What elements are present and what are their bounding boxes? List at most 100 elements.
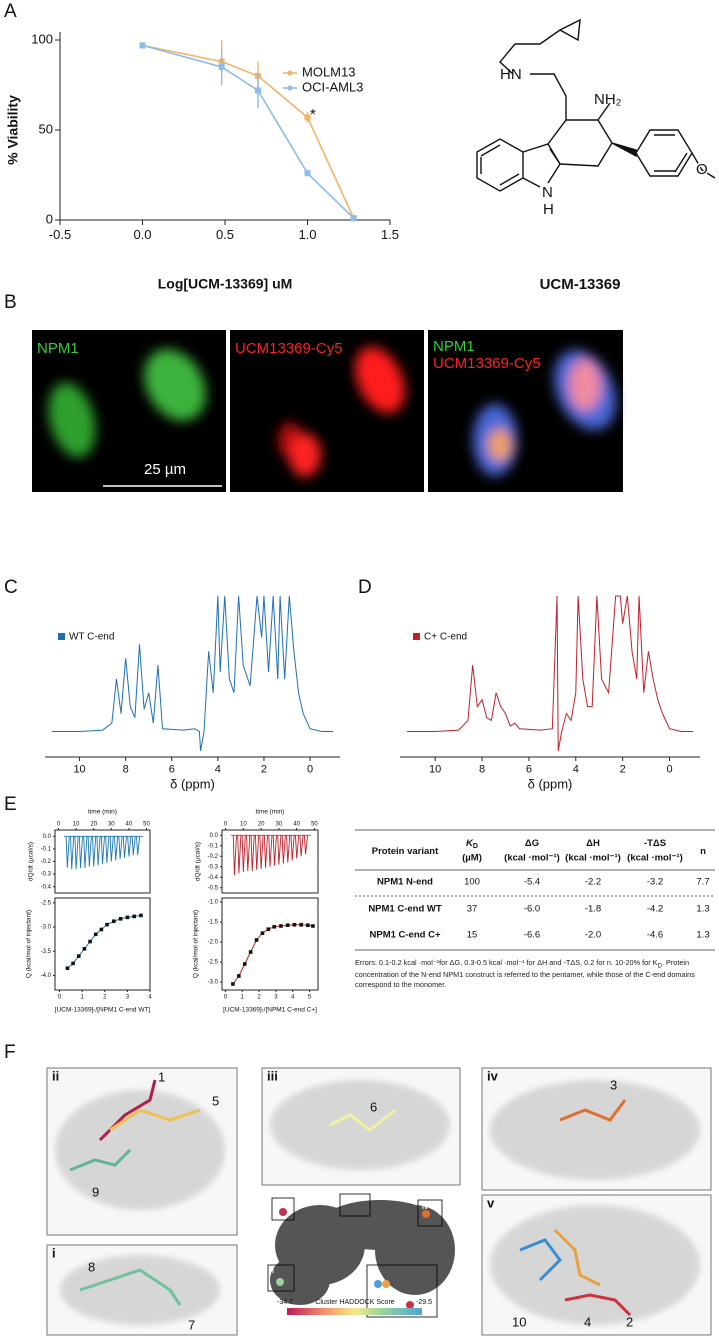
y-tick-label: -0.3 [41, 872, 52, 878]
legend-marker [287, 70, 293, 76]
x-tick-label: 8 [479, 764, 485, 776]
injection-peak [303, 835, 309, 855]
point [248, 950, 253, 954]
x-tick-label: 10 [73, 822, 80, 828]
legend-label: WT C-end [69, 632, 114, 643]
x-tick-label: 0 [307, 764, 313, 776]
x-tick-label: 4 [148, 994, 152, 1000]
point [279, 924, 283, 928]
y-tick-label: -0.4 [208, 875, 219, 881]
x-tick-label: 10 [240, 822, 247, 828]
legend-marker [287, 85, 293, 91]
colorbar-max: -29.5 [416, 1299, 432, 1306]
x-tick-label: 30 [108, 822, 115, 828]
point [132, 914, 136, 919]
point [311, 924, 315, 928]
header-symbol: -TΔS [644, 838, 666, 849]
image-label: NPM1 [433, 338, 475, 355]
table-cell: -2.0 [585, 930, 601, 941]
injection-peak [246, 835, 251, 871]
point [218, 64, 225, 70]
point [231, 982, 235, 986]
x-tick-label: 0 [224, 994, 228, 1000]
overview-label: v [371, 1270, 375, 1277]
table-header-unit: (kcal ·mol⁻¹) [627, 853, 683, 864]
y-tick-label: -4.0 [41, 973, 52, 979]
table-cell: 15 [467, 930, 478, 941]
y-tick-label: -0.2 [208, 854, 219, 860]
x-axis-label: [UCM-13369]ₜ/[NPM1 C-end C+] [223, 1007, 317, 1014]
scale-bar-label: 25 µm [144, 461, 186, 478]
point [82, 947, 87, 951]
image-label: UCM13369-Cy5 [235, 340, 343, 357]
y-tick-label: 0.0 [43, 834, 52, 840]
panel-label: F [4, 1042, 16, 1063]
x-tick-label: 6 [526, 764, 532, 776]
point [260, 931, 265, 935]
overview-label: ii [276, 1201, 280, 1208]
point [88, 939, 92, 944]
table-cell: -4.2 [647, 904, 663, 915]
injection-peak [87, 836, 92, 867]
injection-peak [74, 836, 79, 870]
point [285, 923, 290, 927]
point [242, 962, 247, 966]
x-tick-label: 6 [169, 764, 175, 776]
x-axis-label: [UCM-13369]ₜ/[NPM1 C-end WT] [55, 1007, 151, 1014]
plot-frame [221, 829, 319, 894]
injection-peak [250, 835, 255, 871]
pose-label: 7 [188, 1317, 195, 1332]
injection-peak [277, 835, 282, 865]
table-header: ΔH [586, 838, 600, 849]
injection-peak [109, 836, 114, 862]
x-tick-label: 0 [224, 822, 228, 828]
point [306, 923, 310, 927]
y-tick-label: -0.5 [208, 885, 219, 891]
x-tick-label: 1 [80, 994, 84, 1000]
image-label: UCM13369-Cy5 [433, 355, 541, 372]
plot-frame [54, 897, 151, 991]
y-axis-label: dQ/dt (µcal/s) [195, 842, 202, 881]
table-header: n [700, 846, 706, 857]
panel-label: A [4, 1, 17, 22]
y-tick-label: -2.5 [208, 960, 219, 966]
table-cell: -3.2 [647, 877, 663, 888]
point [350, 215, 357, 222]
injection-peak [92, 836, 97, 867]
point [65, 966, 70, 971]
injection-peak [96, 836, 101, 866]
table-cell: -2.2 [585, 877, 601, 888]
footnote-part: . Protein concentration of the N-end NPM… [355, 958, 695, 989]
point [304, 170, 311, 177]
overview-label: iv [422, 1204, 428, 1211]
header-symbol: n [700, 846, 706, 857]
y-axis-label: Q (kcal/mol of injectant) [193, 910, 200, 978]
x-axis-label: Log[UCM-13369] uM [158, 276, 293, 292]
point [71, 961, 75, 966]
x-tick-label: 20 [258, 822, 265, 828]
y-tick-label: -3.5 [41, 949, 52, 955]
x-tick-label: 10 [429, 764, 441, 776]
x-tick-label: 1.5 [381, 227, 399, 242]
footnote-part: D [657, 962, 662, 970]
y-tick-label: -3.0 [41, 925, 52, 931]
y-axis-label: Q (kcal/mol of injectant) [26, 910, 33, 978]
footnote-part: Errors: 0.1-0.2 kcal ·mol⁻¹for ΔG, 0.3-0… [355, 958, 658, 967]
x-tick-label: 5 [308, 994, 312, 1000]
table-cell: -6.0 [524, 904, 540, 915]
table-cell: NPM1 C-end WT [368, 904, 442, 915]
box-label: ii [52, 1068, 59, 1083]
injection-peak [131, 836, 136, 856]
pose-label: 4 [584, 1314, 591, 1329]
table-cell: 1.3 [696, 904, 709, 915]
box-label: v [487, 1195, 495, 1210]
overview-label: i [272, 1268, 274, 1275]
table-cell: 37 [467, 904, 478, 915]
spectrum-trace [407, 595, 693, 751]
atom-label: HN [500, 66, 522, 83]
point [105, 922, 109, 927]
injection-peak [281, 835, 286, 864]
